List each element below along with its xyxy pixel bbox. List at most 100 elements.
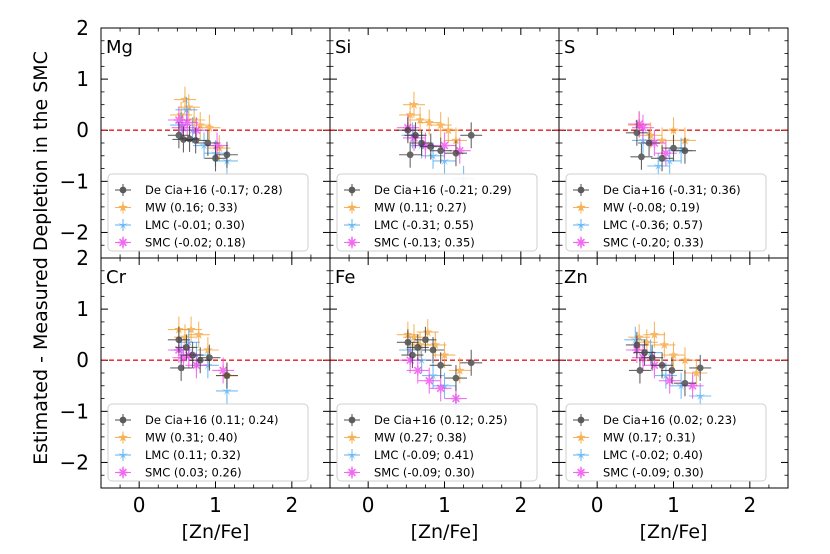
marker-lmc — [183, 337, 194, 347]
marker-de-cia-16 — [648, 354, 656, 362]
legend-marker — [344, 466, 360, 479]
marker-mw — [180, 94, 190, 104]
legend-marker-mw — [576, 432, 586, 442]
legend-marker-lmc — [347, 219, 357, 230]
panel-fe: Fe De Cia+16 (0.12; 0.25) MW (0.27; 0.38) L… — [329, 257, 560, 543]
data-point — [685, 360, 708, 386]
marker-de-cia-16 — [696, 364, 704, 372]
marker-mw — [680, 355, 690, 365]
legend-marker — [344, 449, 360, 461]
legend-marker-lmc — [347, 449, 357, 460]
marker-mw — [180, 332, 190, 342]
marker-de-cia-16 — [452, 149, 460, 157]
marker-mw — [659, 339, 670, 349]
legend-entry: MW (0.17; 0.31) — [573, 431, 696, 445]
panel-label: Fe — [335, 267, 355, 288]
legend-label: MW (0.16; 0.33) — [145, 201, 238, 215]
data-point — [429, 137, 452, 164]
marker-mw — [193, 329, 204, 339]
marker-de-cia-16 — [467, 131, 475, 139]
legend-entry: LMC (-0.02; 0.40) — [573, 448, 703, 462]
legend-label: SMC (-0.09; 0.30) — [603, 466, 704, 480]
data-point — [641, 344, 664, 371]
x-tick-label: 0 — [362, 493, 375, 517]
data-point — [424, 331, 447, 358]
legend-entry: MW (0.11; 0.27) — [344, 201, 467, 215]
marker-mw — [443, 125, 454, 135]
data-point — [198, 344, 221, 371]
data-point — [653, 331, 676, 358]
data-point — [419, 133, 442, 160]
legend-label: LMC (0.11; 0.32) — [145, 448, 241, 462]
legend-marker-lmc — [576, 449, 586, 460]
legend-marker-smc — [576, 467, 586, 478]
legend-entry: MW (0.27; 0.38) — [344, 431, 467, 445]
legend-marker-de-cia-16 — [577, 186, 585, 194]
legend-entry: MW (0.16; 0.33) — [115, 201, 238, 215]
marker-lmc — [176, 119, 187, 130]
legend-label: De Cia+16 (-0.31; 0.36) — [603, 183, 741, 197]
x-tick-label: 2 — [514, 493, 527, 517]
legend-entry: SMC (-0.20; 0.33) — [573, 236, 704, 250]
marker-de-cia-16 — [175, 131, 183, 139]
marker-de-cia-16 — [212, 154, 219, 162]
data-point — [167, 122, 190, 149]
legend-label: MW (0.27; 0.38) — [374, 431, 467, 445]
marker-lmc — [222, 385, 232, 396]
panel-si: Si De Cia+16 (-0.21; 0.29) MW (0.11; 0.27)… — [329, 27, 560, 259]
data-point — [215, 362, 238, 389]
marker-lmc — [181, 104, 192, 114]
legend-marker — [573, 431, 589, 444]
panel-s: S De Cia+16 (-0.31; 0.36) MW (-0.08; 0.19)… — [558, 27, 789, 259]
data-point — [673, 137, 696, 164]
x-axis-title: [Zn/Fe] — [182, 521, 250, 543]
marker-lmc — [630, 334, 641, 344]
marker-mw — [203, 345, 213, 355]
data-point — [625, 119, 648, 146]
marker-de-cia-16 — [658, 154, 666, 162]
legend-marker — [573, 449, 589, 461]
data-point — [409, 107, 432, 133]
legend-marker-smc — [118, 237, 128, 248]
marker-mw — [455, 365, 465, 375]
legend-label: SMC (-0.20; 0.33) — [603, 236, 704, 250]
legend: De Cia+16 (-0.31; 0.36) MW (-0.08; 0.19) L… — [565, 173, 767, 252]
marker-de-cia-16 — [467, 359, 475, 367]
legend-marker-de-cia-16 — [348, 186, 356, 194]
marker-de-cia-16 — [636, 367, 644, 374]
legend-label: De Cia+16 (0.12; 0.25) — [374, 413, 508, 427]
marker-mw — [645, 130, 656, 140]
legend-label: De Cia+16 (0.11; 0.24) — [145, 413, 279, 427]
legend-label: SMC (-0.13; 0.35) — [374, 236, 475, 250]
legend-label: SMC (-0.09; 0.30) — [374, 466, 475, 480]
data-point — [651, 352, 674, 379]
marker-mw — [439, 350, 450, 360]
legend-label: LMC (-0.31; 0.55) — [374, 218, 474, 232]
panel-label: Mg — [106, 37, 133, 58]
marker-mw — [668, 350, 679, 360]
data-point — [433, 342, 456, 369]
data-point — [625, 331, 648, 358]
legend-entry: De Cia+16 (0.12; 0.25) — [344, 413, 508, 427]
legend-marker-de-cia-16 — [119, 186, 127, 194]
marker-lmc — [676, 380, 687, 390]
legend-marker — [344, 219, 360, 231]
marker-smc — [212, 140, 222, 151]
marker-de-cia-16 — [189, 351, 197, 359]
marker-de-cia-16 — [668, 367, 676, 374]
data-point — [662, 342, 685, 369]
data-point — [418, 367, 441, 394]
marker-de-cia-16 — [429, 346, 437, 354]
data-point — [429, 352, 452, 379]
marker-mw — [435, 120, 446, 130]
y-tick-label: 1 — [76, 67, 89, 91]
marker-de-cia-16 — [641, 349, 648, 356]
marker-mw — [186, 324, 196, 334]
panel-zn: Zn De Cia+16 (0.02; 0.23) MW (0.17; 0.31) L… — [558, 257, 789, 543]
data-point — [631, 114, 654, 141]
y-tick-label: −2 — [60, 220, 89, 244]
marker-lmc — [428, 370, 438, 380]
marker-de-cia-16 — [681, 147, 689, 155]
data-point — [651, 145, 674, 172]
panel-frame — [558, 257, 789, 489]
